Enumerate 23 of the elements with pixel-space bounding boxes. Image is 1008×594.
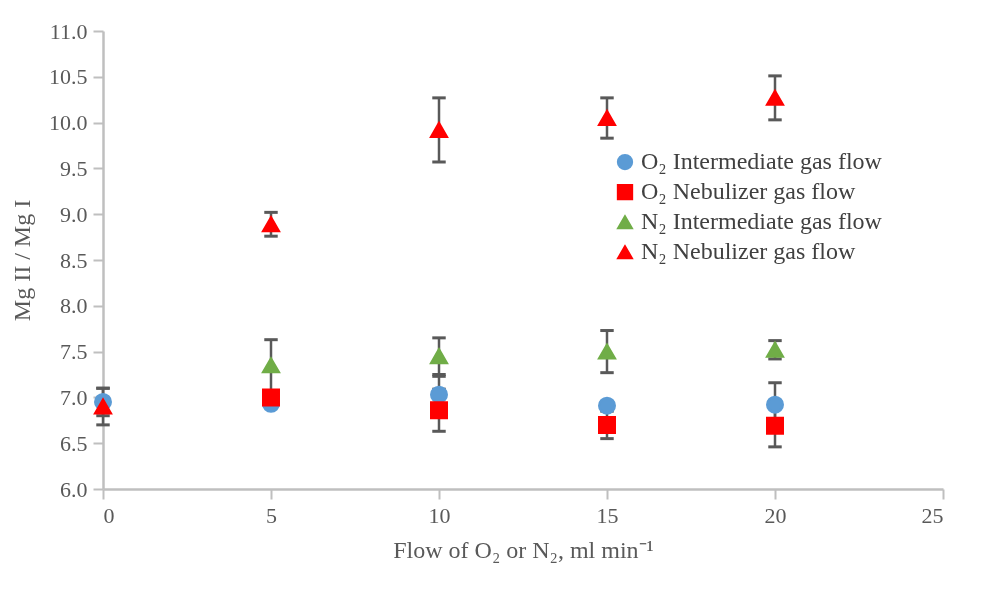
y-axis-title: Mg II / Mg I <box>9 199 35 322</box>
y-tick-label: 6.0 <box>60 476 88 502</box>
y-tick-label: 9.5 <box>60 155 88 181</box>
y-tick-label: 7.5 <box>60 339 88 365</box>
y-tick-label: 9.0 <box>60 201 88 227</box>
x-axis-title: Flow of O₂ or N₂, ml min⁻¹ <box>393 536 654 563</box>
x-tick-label: 25 <box>921 502 944 528</box>
x-tick-label: 5 <box>266 502 277 528</box>
y-tick-label: 7.0 <box>60 384 88 410</box>
y-tick-label: 10.0 <box>49 110 88 136</box>
x-tick-label: 10 <box>428 502 451 528</box>
y-tick-label: 8.0 <box>60 293 88 319</box>
y-tick-label: 10.5 <box>49 64 88 90</box>
x-tick-label: 20 <box>764 502 787 528</box>
legend-label: N₂ Nebulizer gas flow <box>641 238 856 265</box>
legend-label: N₂ Intermediate gas flow <box>641 208 883 235</box>
y-tick-label: 11.0 <box>49 18 88 44</box>
x-tick-label: 15 <box>596 502 619 528</box>
y-tick-label: 8.5 <box>60 247 88 273</box>
legend-label: O₂ Nebulizer gas flow <box>641 178 856 205</box>
x-tick-label: 0 <box>103 502 115 528</box>
y-tick-label: 6.5 <box>60 430 88 456</box>
legend-label: O₂ Intermediate gas flow <box>641 148 883 175</box>
